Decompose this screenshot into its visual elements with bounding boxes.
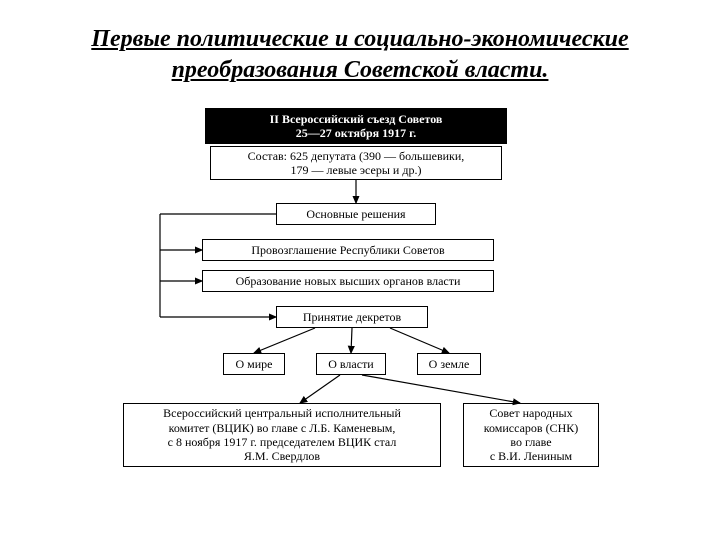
node-main-decisions: Основные решения: [276, 203, 436, 225]
node-decree-land: О земле: [417, 353, 481, 375]
page: Первые политические и социально-экономич…: [0, 0, 720, 540]
node-congress-header: II Всероссийский съезд Советов25—27 октя…: [205, 108, 507, 144]
node-vcik: Всероссийский центральный исполнительный…: [123, 403, 441, 467]
page-title: Первые политические и социально-экономич…: [0, 24, 720, 86]
node-decree-peace: О мире: [223, 353, 285, 375]
node-new-organs: Образование новых высших органов власти: [202, 270, 494, 292]
node-decree-power: О власти: [316, 353, 386, 375]
node-decrees-adopted: Принятие декретов: [276, 306, 428, 328]
title-line1: Первые политические и социально-экономич…: [91, 26, 628, 52]
node-snk: Совет народныхкомиссаров (СНК)во главес …: [463, 403, 599, 467]
node-republic-proclaimed: Провозглашение Республики Советов: [202, 239, 494, 261]
title-line2: преобразования Советской власти.: [172, 57, 549, 83]
node-composition: Состав: 625 депутата (390 — большевики,1…: [210, 146, 502, 180]
